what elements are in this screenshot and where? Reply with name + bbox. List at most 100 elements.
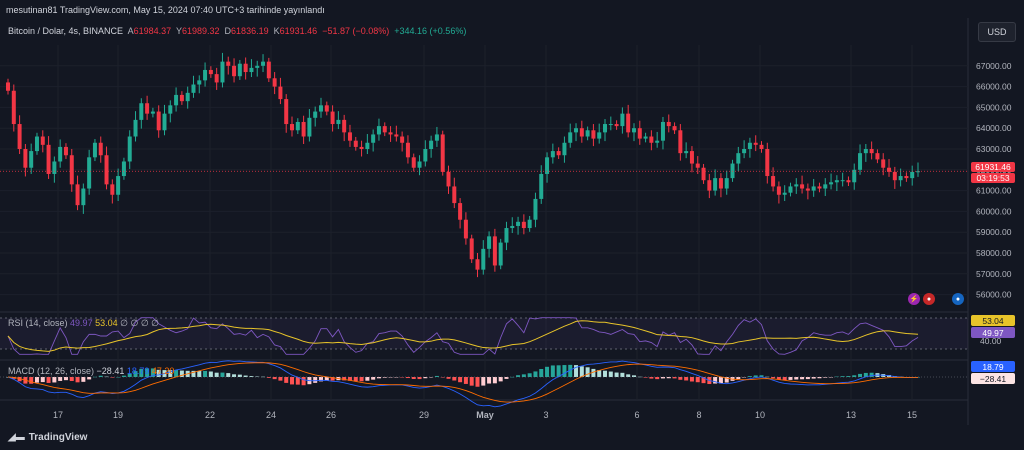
- macd-histogram-bar: [266, 377, 271, 378]
- macd-histogram-bar: [649, 377, 654, 379]
- candle-body: [278, 86, 283, 100]
- y-tick-label: 59000.00: [976, 227, 1012, 237]
- flag-icon[interactable]: ●: [923, 293, 935, 305]
- candle-body: [214, 74, 219, 83]
- macd-histogram-bar: [371, 377, 376, 380]
- macd-histogram-bar: [342, 377, 347, 381]
- candle-body: [232, 65, 237, 77]
- x-tick-label: 29: [419, 410, 429, 420]
- candle-body: [104, 155, 109, 185]
- candle-body: [753, 142, 758, 145]
- macd-badge-blue: 18.79: [971, 361, 1015, 372]
- macd-histogram-bar: [562, 365, 567, 377]
- high-label: Y: [175, 26, 182, 36]
- flag-icon-2[interactable]: ●: [952, 293, 964, 305]
- macd-histogram-bar: [527, 373, 532, 377]
- candle-body: [46, 144, 51, 174]
- macd-histogram-bar: [365, 377, 370, 381]
- candle-body: [58, 146, 63, 162]
- candle-body: [75, 184, 80, 206]
- macd-histogram-bar: [295, 377, 300, 385]
- macd-histogram-bar: [678, 377, 683, 380]
- candle-body: [382, 126, 387, 133]
- y-tick-label: 61000.00: [976, 186, 1012, 196]
- macd-histogram-bar: [34, 377, 39, 383]
- rsi-badge-yellow: 53.04: [971, 315, 1015, 326]
- candle-body: [904, 176, 909, 179]
- candle-body: [475, 259, 480, 270]
- macd-legend: MACD (12, 26, close) −28.41 18.79 47.20: [8, 366, 174, 376]
- x-tick-label: 8: [696, 410, 701, 420]
- macd-histogram-bar: [487, 377, 492, 384]
- candle-body: [359, 146, 364, 149]
- candle-body: [603, 124, 608, 133]
- macd-histogram-bar: [689, 377, 694, 382]
- candle-body: [637, 128, 642, 139]
- macd-histogram-bar: [150, 368, 155, 377]
- candle-body: [150, 111, 155, 114]
- candle-body: [800, 184, 805, 189]
- macd-histogram-bar: [869, 372, 874, 377]
- candle-body: [672, 126, 677, 131]
- candle-body: [660, 121, 665, 141]
- macd-histogram-bar: [713, 377, 718, 384]
- macd-histogram-bar: [313, 377, 318, 383]
- macd-histogram-bar: [626, 374, 631, 377]
- macd-histogram-bar: [736, 377, 741, 379]
- candle-body: [811, 186, 816, 191]
- candle-body: [614, 124, 619, 127]
- macd-histogram-bar: [208, 371, 213, 377]
- candle-body: [98, 142, 103, 156]
- candle-body: [840, 180, 845, 182]
- macd-histogram-bar: [550, 365, 555, 377]
- candle-body: [452, 186, 457, 204]
- candle-body: [330, 111, 335, 125]
- candle-body: [342, 119, 347, 133]
- macd-histogram-bar: [255, 376, 260, 377]
- macd-value3: 47.20: [151, 366, 175, 376]
- candle-body: [405, 142, 410, 158]
- candle-body: [365, 142, 370, 149]
- macd-histogram-bar: [139, 368, 144, 377]
- macd-histogram-bar: [840, 376, 845, 377]
- macd-histogram-bar: [347, 377, 352, 381]
- candle-body: [805, 188, 810, 191]
- candle-body: [458, 203, 463, 220]
- change-value: −51.87 (−0.08%): [322, 26, 390, 36]
- macd-histogram-bar: [359, 377, 364, 382]
- candle-body: [788, 186, 793, 193]
- macd-histogram-bar: [272, 377, 277, 380]
- candle-body: [388, 132, 393, 135]
- candle-body: [63, 146, 68, 156]
- macd-histogram-bar: [243, 375, 248, 377]
- x-tick-label: 15: [907, 410, 917, 420]
- candle-body: [707, 180, 712, 191]
- candle-body: [504, 228, 509, 243]
- rsi-band: [0, 318, 968, 349]
- candle-body: [110, 184, 115, 195]
- symbol-name[interactable]: Bitcoin / Dolar, 4s, BINANCE: [8, 26, 124, 36]
- candle-body: [678, 130, 683, 154]
- candle-body: [133, 119, 138, 137]
- macd-histogram-bar: [724, 377, 729, 383]
- candle-body: [817, 186, 822, 189]
- candle-body: [324, 105, 329, 112]
- macd-histogram-bar: [492, 377, 497, 384]
- x-tick-label: 3: [543, 410, 548, 420]
- macd-histogram-bar: [127, 373, 132, 377]
- candle-body: [336, 119, 341, 125]
- macd-histogram-bar: [539, 369, 544, 377]
- candle-body: [498, 242, 503, 266]
- currency-button[interactable]: USD: [978, 22, 1016, 42]
- macd-histogram-bar: [52, 377, 57, 383]
- lightning-icon[interactable]: ⚡: [908, 293, 920, 305]
- macd-histogram-bar: [87, 377, 92, 380]
- macd-histogram-bar: [92, 376, 97, 378]
- macd-histogram-bar: [718, 377, 723, 384]
- candle-body: [887, 167, 892, 172]
- candle-body: [516, 221, 521, 226]
- macd-histogram-bar: [417, 377, 422, 380]
- candle-body: [556, 151, 561, 156]
- candle-body: [643, 136, 648, 139]
